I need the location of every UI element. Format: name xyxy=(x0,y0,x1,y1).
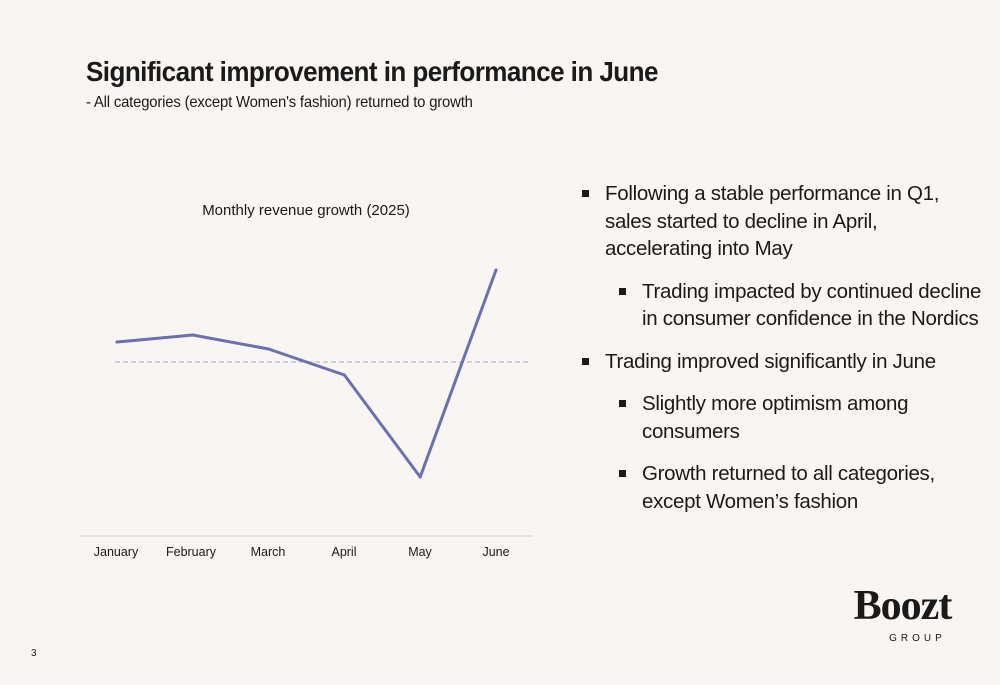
bullet-text: Slightly more optimism among consumers xyxy=(642,392,909,443)
series-group xyxy=(115,268,498,479)
sub-bullet-item: Trading impacted by continued decline in… xyxy=(582,278,982,333)
boozt-group-logo: Boozt GROUP xyxy=(845,583,960,644)
logo-subtext: GROUP xyxy=(889,633,946,644)
bullet-marker-icon xyxy=(582,357,589,365)
bullet-text: Trading improved significantly in June xyxy=(605,349,936,373)
slide-title: Significant improvement in performance i… xyxy=(86,56,658,87)
bullet-marker-icon xyxy=(619,400,626,407)
page-number: 3 xyxy=(31,648,37,659)
bullet-text: Trading impacted by continued decline in… xyxy=(642,279,982,331)
bullet-marker-icon xyxy=(619,287,626,295)
bullet-list: Following a stable performance in Q1, sa… xyxy=(582,180,982,515)
data-point xyxy=(418,475,422,479)
slide-subtitle: - All categories (except Women's fashion… xyxy=(86,94,473,111)
bullet-marker-icon xyxy=(582,190,589,197)
series-line xyxy=(115,268,498,479)
tick-labels: January February March April May June xyxy=(94,545,510,559)
bullet-text: Following a stable performance in Q1, sa… xyxy=(605,182,940,260)
data-point xyxy=(342,373,346,377)
bullet-marker-icon xyxy=(619,470,626,477)
chart-title: Monthly revenue growth (2025) xyxy=(202,202,410,219)
data-point xyxy=(191,333,195,337)
sub-bullet-item: Growth returned to all categories, excep… xyxy=(582,460,982,515)
data-point xyxy=(494,268,498,272)
revenue-growth-chart: Monthly revenue growth (2025) January Feb… xyxy=(80,202,533,559)
x-tick-label: June xyxy=(482,545,509,559)
data-point xyxy=(115,340,119,344)
x-tick-label: April xyxy=(331,545,356,559)
bullet-text: Growth returned to all categories, excep… xyxy=(642,462,935,513)
bullet-item: Trading improved significantly in June xyxy=(582,348,982,376)
x-tick-label: January xyxy=(94,545,139,559)
data-point xyxy=(267,347,271,351)
bullet-item: Following a stable performance in Q1, sa… xyxy=(582,180,982,263)
sub-bullet-item: Slightly more optimism among consumers xyxy=(582,390,982,445)
x-tick-label: February xyxy=(166,545,217,559)
x-tick-label: March xyxy=(251,545,286,559)
logo-wordmark: Boozt xyxy=(853,583,953,629)
x-tick-label: May xyxy=(408,545,432,559)
